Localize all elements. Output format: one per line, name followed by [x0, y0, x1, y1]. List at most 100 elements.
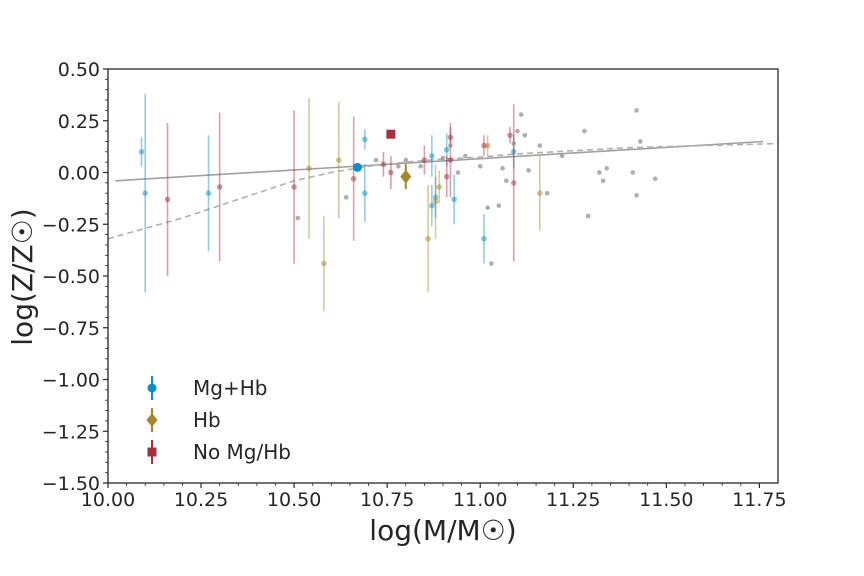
comparison-point [652, 176, 658, 182]
comparison-point [500, 166, 505, 171]
comparison-point [373, 157, 379, 163]
y-tick-label: −1.25 [42, 421, 100, 443]
hb-point [306, 165, 312, 172]
x-tick-label: 11.25 [546, 489, 600, 511]
y-tick-label: 0.00 [58, 163, 100, 185]
legend-label: Mg+Hb [193, 376, 267, 400]
comparison-point [448, 143, 453, 148]
mg-hb-point [142, 190, 149, 196]
no-mg-hb-point [421, 157, 428, 163]
comparison-point [518, 112, 524, 117]
no-mg-hb-point [350, 175, 357, 182]
y-tick-label: 0.25 [58, 111, 100, 133]
y-tick-label: −0.25 [42, 214, 100, 236]
hb-point [425, 235, 431, 242]
comparison-point [544, 190, 550, 196]
y-tick-label: −0.50 [42, 266, 100, 288]
mg-hb-point [481, 235, 487, 242]
axes: 10.00 10.25 10.50 10.75 11.00 11.25 11.50 11.75… [42, 59, 787, 511]
x-tick-label: 10.25 [174, 489, 228, 511]
legend-square-marker [147, 447, 157, 457]
mg-hb-mean-marker [352, 162, 362, 172]
comparison-point [455, 170, 461, 175]
comparison-point [604, 166, 610, 171]
no-mg-hb-point [291, 184, 297, 190]
no-mg-hb-mean-marker [386, 129, 396, 139]
comparison-point [597, 170, 602, 175]
comparison-point [343, 195, 349, 200]
legend-diamond-marker [146, 413, 158, 427]
x-tick-label: 11.50 [639, 489, 693, 511]
legend-label: Hb [193, 408, 221, 432]
no-mg-hb-point [510, 180, 517, 186]
y-axis-label: log(Z/Z☉) [6, 208, 39, 345]
hb-mean-marker [400, 169, 412, 184]
no-mg-hb-point [380, 161, 387, 168]
no-mg-hb-point [443, 173, 450, 180]
comparison-point [440, 155, 446, 161]
comparison-point [630, 170, 636, 175]
legend-item-hb: Hb [146, 408, 221, 432]
hb-point [536, 190, 543, 196]
mg-hb-point [138, 149, 145, 155]
x-tick-label: 10.75 [360, 489, 414, 511]
legend-circle-marker [147, 383, 157, 393]
legend-item-no-mg-hb: No Mg/Hb [147, 440, 291, 464]
comparison-point [403, 157, 409, 163]
comparison-point [634, 192, 639, 198]
comparison-point [418, 163, 423, 169]
hb-point [321, 260, 327, 267]
mg-hb-point [429, 202, 435, 209]
x-tick-label: 11.75 [732, 489, 786, 511]
legend-label: No Mg/Hb [193, 440, 291, 464]
mg-hb-point [451, 196, 457, 203]
comparison-point [600, 178, 606, 184]
mg-hb-point [443, 146, 450, 153]
comparison-point [634, 108, 639, 113]
comparison-point [463, 153, 468, 159]
y-tick-label: −1.50 [42, 473, 100, 495]
plot-content [108, 93, 778, 312]
comparison-point [396, 163, 401, 169]
no-mg-hb-point [447, 157, 454, 163]
comparison-point [477, 163, 483, 169]
mg-hb-point [510, 149, 517, 155]
solid-fit-line [115, 140, 764, 182]
mg-hb-point [362, 136, 368, 143]
no-mg-hb-point [507, 132, 513, 139]
comparison-point [637, 139, 643, 144]
hb-point [432, 198, 439, 205]
legend: Mg+Hb Hb No Mg/Hb [146, 376, 291, 464]
comparison-point [582, 128, 587, 134]
y-tick-label: −0.75 [42, 318, 100, 340]
y-tick-label: −1.00 [42, 370, 100, 392]
comparison-point [295, 215, 301, 221]
y-tick-label: 0.50 [58, 59, 100, 81]
mg-hb-point [432, 194, 439, 201]
comparison-point [515, 128, 520, 134]
comparison-point [503, 178, 509, 184]
no-mg-hb-point [481, 142, 487, 149]
comparison-point [559, 153, 565, 159]
comparison-point [585, 213, 591, 219]
mg-hb-point [362, 190, 368, 196]
plot-area [108, 93, 778, 312]
hb-point [335, 157, 342, 163]
comparison-point [526, 168, 531, 173]
x-tick-label: 10.00 [81, 489, 135, 511]
no-mg-hb-point [164, 196, 171, 203]
comparison-point [522, 132, 528, 138]
comparison-point [485, 205, 490, 210]
comparison-point [489, 261, 494, 266]
no-mg-hb-point [447, 134, 454, 141]
x-tick-label: 10.50 [267, 489, 321, 511]
mg-hb-point [205, 190, 212, 196]
comparison-point [511, 141, 517, 146]
comparison-point [537, 143, 543, 148]
x-axis-label: log(M/M☉) [369, 514, 516, 547]
mg-hb-point [429, 153, 435, 159]
x-tick-label: 11.00 [453, 489, 507, 511]
comparison-point [496, 203, 502, 208]
hb-point [436, 184, 443, 190]
